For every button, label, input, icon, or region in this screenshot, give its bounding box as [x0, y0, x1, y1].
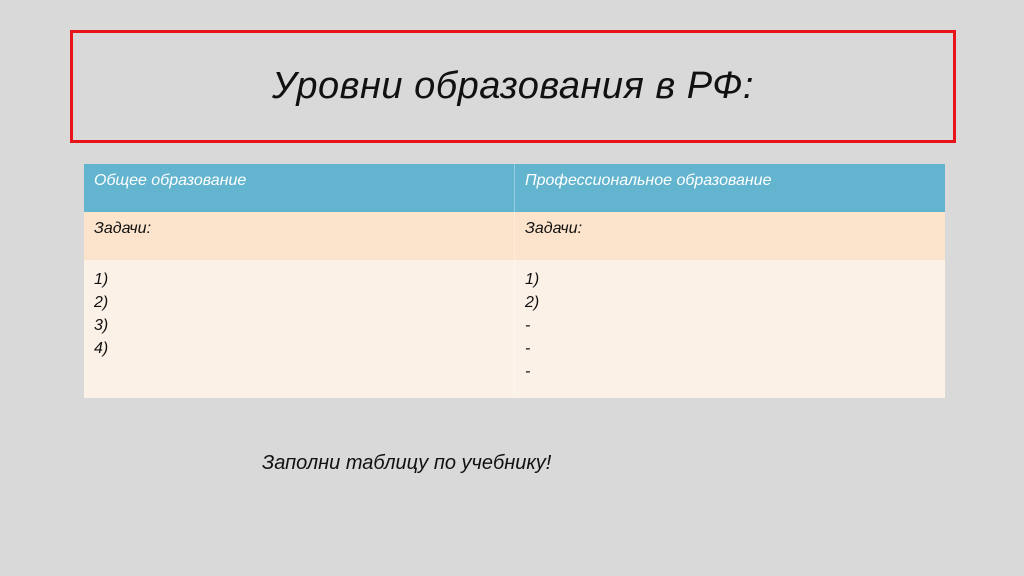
list-item: 4) [94, 340, 109, 357]
list-item: 2) [94, 294, 109, 311]
table-row-items: 1) 2) 3) 4) 1) 2) - - - [84, 260, 945, 398]
tasks-label-general: Задачи: [84, 212, 515, 260]
list-item: - [525, 340, 531, 357]
list-item: - [525, 363, 531, 380]
education-table: Общее образование Профессиональное образ… [84, 164, 945, 398]
header-professional-education: Профессиональное образование [514, 164, 945, 212]
header-general-education: Общее образование [84, 164, 515, 212]
title-box: Уровни образования в РФ: [70, 30, 956, 143]
table-row-tasks: Задачи: Задачи: [84, 212, 945, 260]
instruction-text: Заполни таблицу по учебнику! [262, 452, 552, 474]
list-item: - [525, 317, 531, 334]
tasks-label-professional: Задачи: [514, 212, 945, 260]
list-item: 2) [525, 294, 540, 311]
items-professional: 1) 2) - - - [514, 260, 945, 398]
slide-title: Уровни образования в РФ: [272, 65, 754, 107]
items-general: 1) 2) 3) 4) [84, 260, 515, 398]
table-header-row: Общее образование Профессиональное образ… [84, 164, 945, 212]
list-item: 1) [525, 271, 540, 288]
list-item: 1) [94, 271, 109, 288]
list-item: 3) [94, 317, 109, 334]
